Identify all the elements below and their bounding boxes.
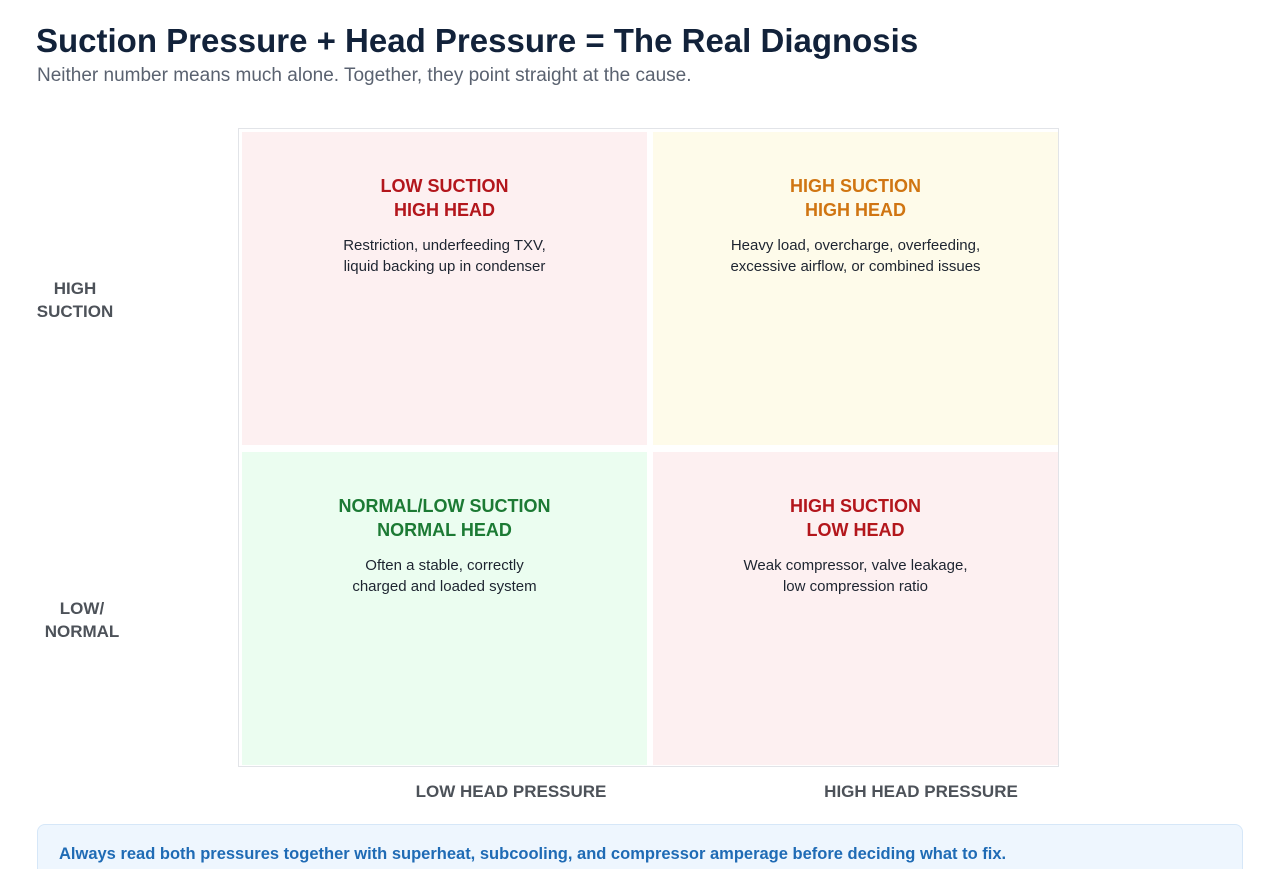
- page-subtitle: Neither number means much alone. Togethe…: [37, 65, 692, 86]
- page-title: Suction Pressure + Head Pressure = The R…: [36, 22, 919, 59]
- quadrant-description-line: excessive airflow, or combined issues: [730, 258, 981, 275]
- quadrant-low-suction-high-head: LOW SUCTION HIGH HEAD Restriction, under…: [242, 132, 647, 445]
- quadrant-heading-line: NORMAL HEAD: [377, 520, 512, 540]
- quadrant-heading: LOW SUCTION HIGH HEAD: [242, 174, 647, 222]
- quadrant-description: Often a stable, correctly charged and lo…: [242, 555, 647, 597]
- y-axis-label-line: SUCTION: [36, 302, 114, 321]
- diagnosis-matrix: LOW SUCTION HIGH HEAD Restriction, under…: [238, 128, 1059, 767]
- quadrant-description-line: low compression ratio: [782, 578, 929, 595]
- quadrant-heading-line: HIGH HEAD: [804, 200, 906, 220]
- quadrant-high-suction-low-head: HIGH SUCTION LOW HEAD Weak compressor, v…: [653, 452, 1058, 765]
- quadrant-heading: NORMAL/LOW SUCTION NORMAL HEAD: [242, 494, 647, 542]
- y-axis-label-line: NORMAL: [44, 622, 120, 641]
- quadrant-heading: HIGH SUCTION LOW HEAD: [653, 494, 1058, 542]
- quadrant-heading-line: LOW SUCTION: [380, 176, 509, 196]
- y-axis-label-high-suction: HIGH SUCTION: [20, 277, 130, 323]
- footer-note: Always read both pressures together with…: [37, 824, 1243, 869]
- quadrant-description-line: Heavy load, overcharge, overfeeding,: [730, 237, 981, 254]
- quadrant-description-line: Restriction, underfeeding TXV,: [343, 237, 546, 254]
- quadrant-description-line: charged and loaded system: [352, 578, 537, 595]
- y-axis-label-low-normal: LOW/ NORMAL: [27, 597, 137, 643]
- quadrant-description: Heavy load, overcharge, overfeeding, exc…: [653, 235, 1058, 277]
- quadrant-normal-suction-normal-head: NORMAL/LOW SUCTION NORMAL HEAD Often a s…: [242, 452, 647, 765]
- quadrant-heading-line: HIGH SUCTION: [789, 496, 921, 516]
- quadrant-description-line: liquid backing up in condenser: [343, 258, 546, 275]
- x-axis-label-high-head: HIGH HEAD PRESSURE: [824, 782, 1018, 801]
- quadrant-description-line: Weak compressor, valve leakage,: [743, 557, 968, 574]
- x-axis-label-low-head: LOW HEAD PRESSURE: [415, 782, 607, 801]
- quadrant-description: Weak compressor, valve leakage, low comp…: [653, 555, 1058, 597]
- quadrant-heading-line: NORMAL/LOW SUCTION: [338, 496, 551, 516]
- y-axis-label-line: LOW/: [59, 599, 105, 618]
- quadrant-description-line: Often a stable, correctly: [365, 557, 524, 574]
- quadrant-description: Restriction, underfeeding TXV, liquid ba…: [242, 235, 647, 277]
- quadrant-heading-line: HIGH HEAD: [393, 200, 495, 220]
- quadrant-high-suction-high-head: HIGH SUCTION HIGH HEAD Heavy load, overc…: [653, 132, 1058, 445]
- quadrant-heading-line: LOW HEAD: [806, 520, 905, 540]
- y-axis-label-line: HIGH: [53, 279, 97, 298]
- quadrant-heading-line: HIGH SUCTION: [789, 176, 921, 196]
- quadrant-heading: HIGH SUCTION HIGH HEAD: [653, 174, 1058, 222]
